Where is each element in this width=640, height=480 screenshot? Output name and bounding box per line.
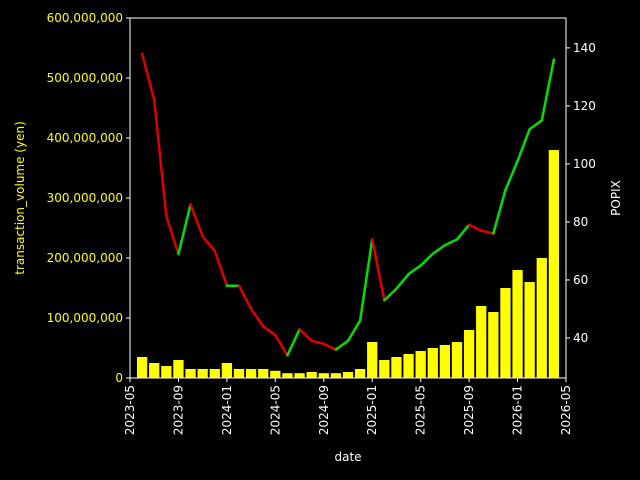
bar	[233, 369, 245, 378]
line-segment	[383, 287, 398, 302]
line-segment	[213, 249, 229, 288]
line-segment	[504, 159, 519, 192]
bar	[367, 342, 378, 378]
x-tick-label: 2025-05	[414, 385, 428, 435]
y2-tick-label: 60	[573, 273, 588, 287]
bar	[500, 288, 511, 378]
y2-tick-label: 120	[573, 99, 596, 113]
bar	[403, 354, 414, 378]
bar	[488, 312, 499, 378]
line-segment	[528, 119, 544, 131]
bar	[379, 360, 390, 378]
line-segment	[310, 339, 326, 346]
bar	[294, 373, 305, 378]
bar	[463, 330, 475, 378]
bar	[512, 270, 523, 378]
y2-tick-label: 100	[573, 157, 596, 171]
bar	[185, 369, 196, 378]
line-segment	[443, 238, 459, 247]
line-segment	[358, 238, 374, 322]
bar	[221, 363, 233, 378]
x-tick-label: 2026-01	[511, 385, 525, 435]
bar	[197, 369, 208, 378]
bar	[536, 258, 547, 378]
x-tick-label: 2025-01	[365, 385, 379, 435]
line-segment	[346, 319, 362, 343]
line-segment	[467, 223, 483, 232]
plot-frame	[129, 17, 567, 379]
y-axis-label: transaction_volume (yen)	[13, 121, 27, 275]
y2-tick-label: 140	[573, 41, 596, 55]
line-segment	[322, 342, 338, 351]
bar	[439, 345, 451, 378]
x-tick-label: 2023-09	[171, 385, 185, 435]
line-segment	[455, 223, 471, 241]
bar	[173, 360, 184, 378]
bar	[415, 351, 426, 378]
y-tick-label: 0	[115, 371, 123, 385]
line-segment	[177, 203, 192, 256]
line-segment	[152, 98, 168, 218]
y-tick-label: 400,000,000	[47, 131, 123, 145]
line-segment	[492, 188, 507, 235]
bar	[451, 342, 463, 378]
y-tick-label: 200,000,000	[47, 251, 123, 265]
x-axis-label: date	[334, 450, 361, 464]
x-tick-label: 2024-01	[220, 385, 234, 435]
line-segment	[540, 58, 556, 122]
line-segment	[201, 235, 217, 253]
line-segment	[140, 52, 156, 102]
x-tick-label: 2025-09	[462, 385, 476, 435]
y2-axis-label: POPIX	[609, 180, 623, 216]
bar	[354, 369, 366, 378]
y-tick-label: 100,000,000	[47, 311, 123, 325]
bar	[136, 357, 148, 378]
line-segment	[189, 203, 204, 238]
line-segment	[334, 339, 350, 351]
bar	[245, 369, 257, 378]
bar	[476, 306, 487, 378]
bar	[270, 370, 281, 378]
line-segment	[165, 214, 180, 256]
x-tick-label: 2024-05	[268, 385, 282, 435]
line-segment	[419, 252, 435, 267]
bar	[427, 348, 438, 378]
x-tick-label: 2024-09	[317, 385, 331, 435]
bar	[258, 369, 269, 378]
bar	[161, 366, 172, 378]
y-tick-label: 600,000,000	[47, 11, 123, 25]
line-segment	[407, 264, 422, 276]
bar	[391, 357, 402, 378]
bar	[318, 373, 329, 378]
line-segment	[479, 229, 495, 235]
y2-tick-label: 40	[573, 331, 588, 345]
bar	[524, 282, 535, 378]
bar	[149, 363, 160, 378]
y-tick-label: 300,000,000	[47, 191, 123, 205]
line-segment	[286, 328, 301, 357]
bar	[209, 369, 220, 378]
bar	[548, 150, 560, 378]
line-segment	[431, 243, 447, 256]
line-segment	[298, 328, 313, 343]
line-segment	[516, 127, 531, 163]
line-segment	[395, 272, 410, 290]
line-segment	[261, 325, 277, 337]
line-segment	[274, 333, 289, 357]
bar	[306, 372, 317, 378]
bar	[282, 373, 293, 378]
bar	[342, 372, 354, 378]
x-tick-label: 2026-05	[559, 385, 573, 435]
y-tick-label: 500,000,000	[47, 71, 123, 85]
line-segment	[370, 238, 386, 302]
line-segment	[237, 284, 253, 311]
y2-tick-label: 80	[573, 215, 588, 229]
x-tick-label: 2023-05	[123, 385, 137, 435]
bar	[330, 373, 342, 378]
line-segment	[249, 307, 265, 328]
